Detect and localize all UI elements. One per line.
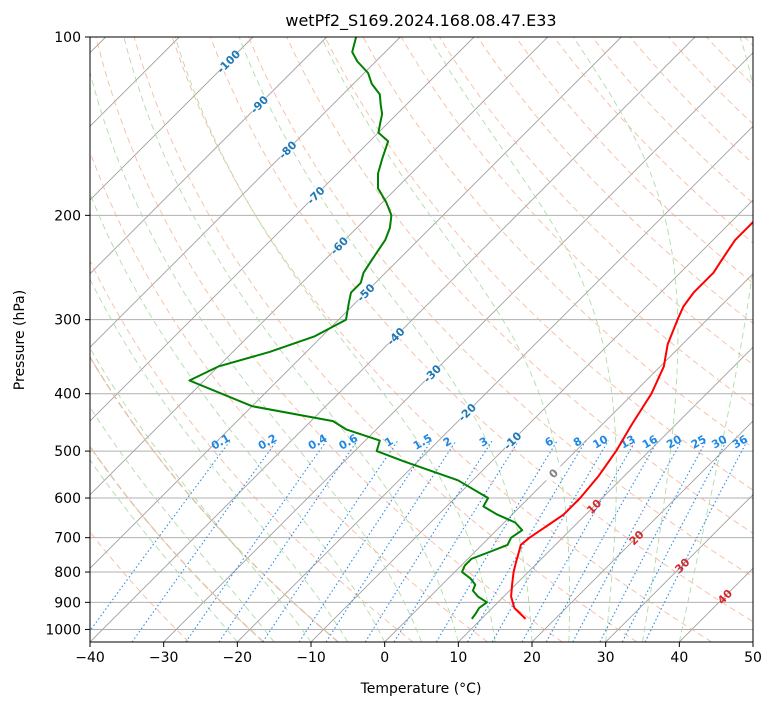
x-tick-label: 0 <box>380 650 389 666</box>
moist-adiabat-line <box>123 37 459 642</box>
dewpoint-line <box>188 37 524 620</box>
moist-adiabat-line <box>678 37 753 642</box>
plot-background <box>90 37 753 642</box>
x-axis: −40 −30 −20 −10 0 10 20 30 40 50 <box>75 642 762 666</box>
x-axis-label: Temperature (°C) <box>360 681 482 697</box>
profile-lines <box>188 37 753 620</box>
mixing-ratio-line <box>621 440 728 642</box>
mixing-ratio-line <box>298 440 432 642</box>
y-tick-label: 100 <box>54 30 81 46</box>
moist-adiabat-line <box>320 37 571 642</box>
mixing-ratio-line <box>90 440 231 632</box>
y-tick-label: 600 <box>54 491 81 507</box>
dry-adiabat-line <box>90 445 264 642</box>
x-tick-label: 10 <box>449 650 467 666</box>
y-tick-label: 800 <box>54 565 81 581</box>
x-tick-label: −10 <box>296 650 326 666</box>
dry-adiabat-line <box>133 37 638 642</box>
mixing-ratio-line <box>131 440 278 642</box>
mixing-ratio-line <box>599 440 707 642</box>
isotherm-line <box>236 125 753 642</box>
isotherm-line <box>90 37 475 422</box>
isotherm-line <box>457 346 753 642</box>
mixing-ratio-line <box>185 440 328 642</box>
moist-adiabat-line <box>90 278 349 642</box>
mixing-ratio-line <box>218 440 358 642</box>
isotherm-line <box>90 37 401 348</box>
isotherm-line <box>605 494 753 642</box>
x-tick-label: 30 <box>597 650 615 666</box>
dry-adiabat-line <box>90 259 414 642</box>
dry-adiabat-line <box>210 37 753 623</box>
isotherm-line <box>384 273 753 642</box>
label-mask <box>247 92 270 116</box>
dry-adiabat-line <box>629 37 753 165</box>
mixing-ratio-line <box>644 440 748 642</box>
moist-adiabat-line <box>90 459 238 642</box>
dry-adiabat-line <box>400 37 753 407</box>
chart-title: wetPf2_S169.2024.168.08.47.E33 <box>285 11 556 31</box>
y-tick-label: 900 <box>54 595 81 611</box>
x-tick-label: 20 <box>523 650 541 666</box>
isotherm-line <box>531 420 753 642</box>
y-tick-label: 1000 <box>45 622 81 638</box>
dry-adiabat-line <box>591 37 753 204</box>
isotherm-line <box>752 641 753 642</box>
moist-adiabat-line <box>90 347 312 642</box>
plot-frame <box>89 36 754 643</box>
mixing-ratio-line <box>435 440 558 642</box>
label-mask <box>541 461 564 484</box>
mixing-ratio-line <box>491 440 609 642</box>
label-mask <box>216 49 240 73</box>
moist-adiabat-line <box>238 37 533 642</box>
dry-adiabat-line <box>515 37 753 284</box>
isotherm-line <box>90 37 254 201</box>
label-mask <box>420 361 443 385</box>
label-mask <box>383 324 407 347</box>
x-tick-label: −30 <box>149 650 179 666</box>
label-mask <box>303 183 327 206</box>
temperature-line <box>510 220 753 620</box>
y-axis: 100 200 300 400 500 600 700 800 900 1000 <box>45 30 90 638</box>
x-tick-label: −40 <box>75 650 105 666</box>
moist-adiabat-line <box>572 37 679 642</box>
y-tick-label: 300 <box>54 313 81 329</box>
dry-adiabat-line <box>477 37 753 325</box>
moist-adiabat-line <box>174 37 496 642</box>
dry-adiabat-line <box>171 37 712 642</box>
y-tick-label: 500 <box>54 444 81 460</box>
label-mask <box>327 233 350 257</box>
moist-adiabat-line <box>90 192 386 642</box>
y-tick-label: 700 <box>54 531 81 547</box>
isotherm-line <box>90 37 328 275</box>
dry-adiabat-line <box>248 37 753 578</box>
label-mask <box>353 280 377 304</box>
x-tick-label: 50 <box>744 650 762 666</box>
mixing-ratio-line <box>393 440 520 642</box>
x-tick-label: 40 <box>670 650 688 666</box>
dry-adiabat-line <box>362 37 753 449</box>
y-tick-label: 400 <box>54 387 81 403</box>
moist-adiabat-line <box>428 37 617 642</box>
dry-adiabat-line <box>90 355 339 642</box>
moist-adiabat-line <box>90 70 422 642</box>
label-mask <box>275 137 299 161</box>
mixing-ratio-line <box>262 440 399 642</box>
moist-adiabat-line <box>90 406 275 642</box>
x-tick-label: −20 <box>223 650 253 666</box>
y-axis-label: Pressure (hPa) <box>12 290 28 390</box>
mixing-ratio-line <box>521 440 637 642</box>
isotherm-line <box>163 52 753 642</box>
y-tick-label: 200 <box>54 208 81 224</box>
isotherm-line <box>90 37 549 496</box>
dry-adiabat-line <box>95 37 563 642</box>
isotherm-line <box>90 37 622 569</box>
label-mask <box>455 400 478 423</box>
label-mask <box>500 428 524 452</box>
